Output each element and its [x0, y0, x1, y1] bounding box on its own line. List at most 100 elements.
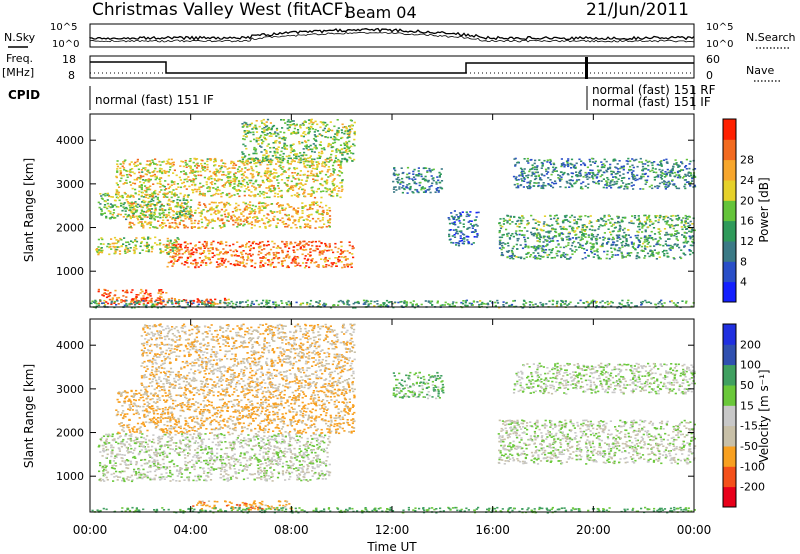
- data-cell: [591, 251, 594, 254]
- data-cell: [224, 182, 227, 184]
- data-cell: [658, 182, 662, 185]
- data-cell: [139, 162, 142, 165]
- data-cell: [305, 159, 308, 162]
- data-cell: [429, 191, 432, 194]
- data-cell: [313, 201, 316, 203]
- data-cell: [327, 221, 330, 224]
- data-cell: [676, 230, 679, 232]
- data-cell: [501, 225, 504, 228]
- data-cell: [525, 253, 528, 255]
- data-cell: [302, 135, 305, 138]
- data-cell: [539, 255, 543, 258]
- data-cell: [153, 192, 156, 195]
- data-cell: [123, 237, 126, 239]
- data-cell: [673, 243, 676, 246]
- data-cell: [136, 206, 139, 208]
- data-cell: [176, 254, 179, 256]
- data-cell: [233, 188, 236, 190]
- data-cell: [115, 192, 118, 195]
- data-cell: [198, 257, 201, 259]
- data-cell: [521, 173, 524, 175]
- data-cell: [276, 176, 279, 178]
- data-cell: [351, 253, 354, 255]
- data-cell: [292, 149, 295, 151]
- data-cell: [302, 132, 305, 134]
- data-cell: [107, 210, 110, 212]
- data-cell: [185, 202, 188, 205]
- data-cell: [122, 161, 125, 163]
- data-cell: [317, 217, 320, 220]
- data-cell: [332, 161, 336, 164]
- data-cell: [684, 220, 687, 222]
- data-cell: [654, 238, 657, 240]
- data-cell: [321, 213, 324, 215]
- data-cell: [417, 175, 420, 177]
- data-cell: [537, 237, 541, 239]
- data-cell: [242, 143, 245, 146]
- data-cell: [276, 158, 279, 160]
- data-cell: [540, 185, 543, 187]
- data-cell: [179, 192, 182, 195]
- data-cell: [249, 259, 252, 261]
- data-cell: [572, 227, 575, 230]
- data-cell: [663, 173, 666, 175]
- data-cell: [315, 265, 318, 268]
- data-cell: [293, 150, 296, 152]
- data-cell: [316, 130, 320, 132]
- data-cell: [241, 158, 244, 161]
- data-cell: [162, 298, 165, 301]
- data-cell: [124, 248, 127, 251]
- data-cell: [346, 145, 349, 147]
- data-cell: [116, 163, 119, 165]
- data-cell: [320, 147, 323, 150]
- data-cell: [241, 156, 244, 159]
- data-cell: [241, 161, 244, 164]
- data-cell: [548, 248, 551, 251]
- data-cell: [289, 163, 292, 165]
- data-cell: [251, 128, 254, 130]
- data-cell: [626, 187, 629, 190]
- data-cell: [115, 196, 118, 199]
- data-cell: [214, 201, 217, 204]
- data-cell: [273, 150, 276, 153]
- data-cell: [124, 213, 127, 216]
- data-cell: [239, 262, 242, 264]
- data-cell: [194, 165, 197, 167]
- data-cell: [191, 172, 194, 174]
- data-cell: [205, 219, 208, 221]
- data-cell: [115, 189, 118, 191]
- data-cell: [467, 241, 470, 243]
- data-cell: [283, 209, 286, 211]
- data-cell: [164, 224, 167, 227]
- data-cell: [314, 128, 317, 131]
- data-cell: [105, 217, 108, 219]
- data-cell: [506, 215, 509, 217]
- data-cell: [275, 252, 279, 254]
- data-cell: [591, 243, 594, 246]
- data-cell: [103, 204, 107, 206]
- cpid-segment-3: normal (fast) 151 IF: [592, 95, 711, 109]
- data-cell: [660, 160, 663, 162]
- data-cell: [195, 251, 198, 254]
- data-cell: [671, 247, 674, 250]
- data-cell: [97, 253, 100, 256]
- data-cell: [262, 181, 265, 184]
- data-cell: [255, 140, 258, 143]
- data-cell: [279, 247, 282, 249]
- data-cell: [296, 264, 299, 266]
- data-cell: [413, 168, 416, 171]
- data-cell: [141, 249, 144, 251]
- data-cell: [317, 264, 320, 266]
- data-cell: [644, 248, 647, 250]
- data-cell: [310, 213, 313, 216]
- data-cell: [238, 195, 241, 198]
- data-cell: [149, 295, 152, 297]
- data-cell: [183, 208, 186, 211]
- data-cell: [323, 223, 326, 225]
- data-cell: [198, 201, 201, 204]
- data-cell: [211, 252, 214, 254]
- data-cell: [147, 204, 150, 207]
- data-cell: [638, 220, 641, 223]
- data-cell: [415, 174, 418, 176]
- data-cell: [214, 210, 217, 212]
